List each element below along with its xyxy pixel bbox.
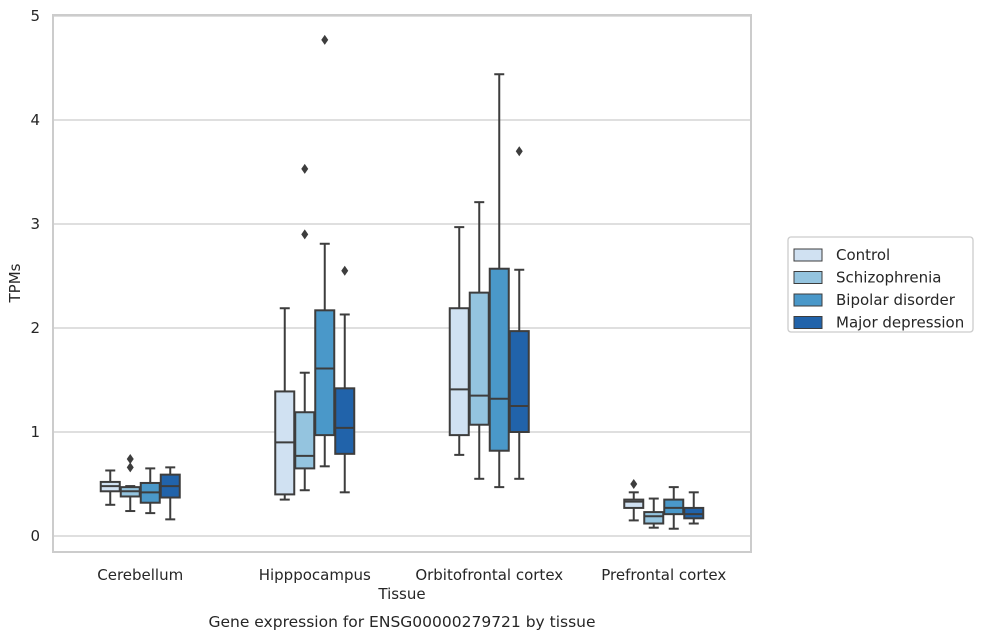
plot-frame <box>52 14 752 553</box>
box-control <box>623 479 645 522</box>
x-tick-label: Cerebellum <box>97 566 183 584</box>
box-control <box>99 469 121 506</box>
box-major-depression <box>508 146 530 480</box>
chart-caption: Gene expression for ENSG00000279721 by t… <box>208 613 595 631</box>
box-iqr <box>314 309 336 437</box>
box-major-depression <box>159 466 181 521</box>
outlier-point <box>341 265 349 276</box>
box-major-depression <box>334 265 356 494</box>
outlier-point <box>126 454 134 465</box>
y-tick-label: 5 <box>30 7 40 25</box>
legend-swatch <box>793 316 823 329</box>
y-axis-ticks: 0 1 2 3 4 5 <box>30 7 40 545</box>
box-schizophrenia <box>119 454 141 513</box>
y-axis-label: TPMs <box>6 263 24 303</box>
y-tick-label: 1 <box>30 423 40 441</box>
box-control <box>274 307 296 501</box>
legend-swatch <box>793 293 823 307</box>
box-bipolar-disorder <box>488 73 510 489</box>
y-tick-label: 4 <box>30 111 40 129</box>
outlier-point <box>515 146 523 157</box>
y-tick-label: 3 <box>30 215 40 233</box>
box-schizophrenia <box>643 497 665 529</box>
legend-frame <box>787 236 974 333</box>
legend-swatch <box>793 271 823 284</box>
box-iqr <box>334 387 356 455</box>
box-iqr <box>448 307 470 437</box>
box-iqr <box>663 498 685 516</box>
box-iqr <box>508 330 530 433</box>
outlier-point <box>630 479 638 489</box>
y-tick-label: 0 <box>30 527 40 545</box>
box-control <box>448 226 470 456</box>
box-iqr <box>294 411 316 470</box>
outlier-point <box>301 163 309 174</box>
box-schizophrenia <box>294 163 316 492</box>
y-tick-label: 2 <box>30 319 40 337</box>
legend-swatch <box>793 248 823 262</box>
legend-label: Control <box>836 246 890 264</box>
box-plot-series <box>99 34 705 530</box>
x-axis-label: Tissue <box>377 585 425 603</box>
x-tick-label: Prefrontal cortex <box>601 566 726 584</box>
outlier-point <box>321 34 329 45</box>
legend-label: Schizophrenia <box>836 269 941 287</box>
outlier-point <box>126 462 134 473</box>
box-bipolar-disorder <box>663 486 685 530</box>
legend: Control Schizophrenia Bipolar disorder Majo… <box>787 236 974 333</box>
box-iqr <box>468 291 490 426</box>
outlier-point <box>301 229 309 240</box>
box-iqr <box>488 267 510 452</box>
legend-label: Major depression <box>836 314 964 332</box>
box-bipolar-disorder <box>139 467 161 515</box>
x-tick-label: Orbitofrontal cortex <box>415 566 563 584</box>
box-iqr <box>643 511 665 525</box>
x-tick-label: Hipppocampus <box>259 566 371 584</box>
box-bipolar-disorder <box>314 34 336 468</box>
legend-label: Bipolar disorder <box>836 291 956 309</box>
box-major-depression <box>683 491 705 525</box>
x-axis-ticks: Cerebellum Hipppocampus Orbitofrontal cort… <box>97 566 726 584</box>
box-iqr <box>623 498 645 509</box>
box-iqr <box>683 506 705 520</box>
box-schizophrenia <box>468 201 490 480</box>
grid-lines <box>53 15 751 537</box>
